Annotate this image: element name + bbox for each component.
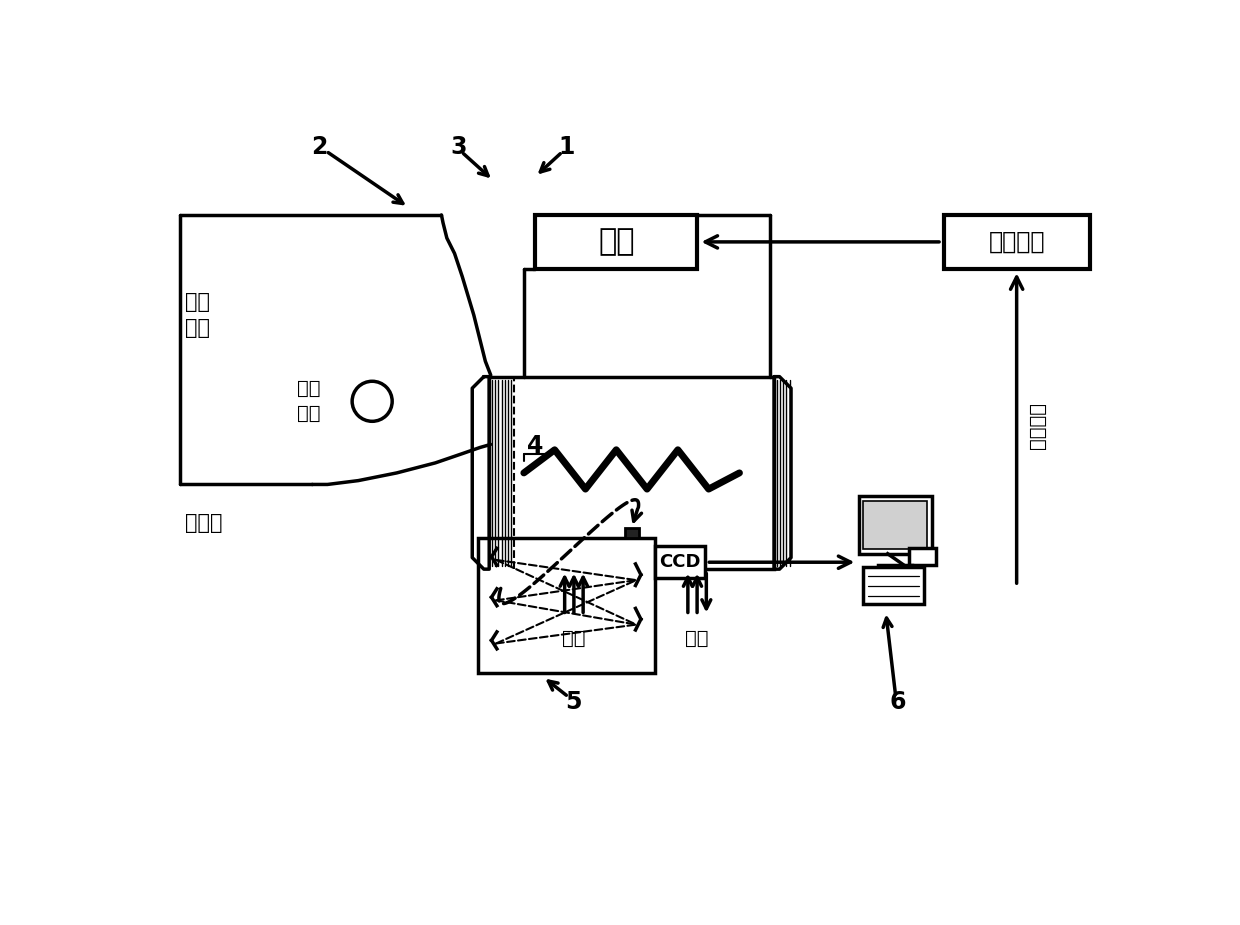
Text: 真空
系统: 真空 系统 [185,292,210,339]
Text: 2: 2 [311,135,329,159]
Bar [863,567,924,604]
Bar [909,549,936,565]
Bar [944,215,1090,269]
Bar [655,546,704,578]
Bar [863,500,928,549]
Text: 4: 4 [527,434,543,458]
Text: 供水: 供水 [686,629,709,648]
Text: 1: 1 [558,135,574,159]
Text: 试验
模型: 试验 模型 [296,379,320,424]
Text: 3: 3 [450,135,466,159]
Bar [625,527,639,538]
Bar [490,376,774,569]
Text: 6: 6 [889,690,905,713]
Text: CCD: CCD [658,553,701,572]
Bar [477,538,655,673]
Bar [859,496,932,554]
Text: 控制模块: 控制模块 [988,230,1045,253]
Text: 供气: 供气 [562,629,585,648]
Text: 试验段: 试验段 [185,513,222,533]
Text: 5: 5 [565,690,582,713]
Text: 断电指令: 断电指令 [1028,404,1047,451]
Text: 电源: 电源 [598,228,635,256]
Bar [536,215,697,269]
